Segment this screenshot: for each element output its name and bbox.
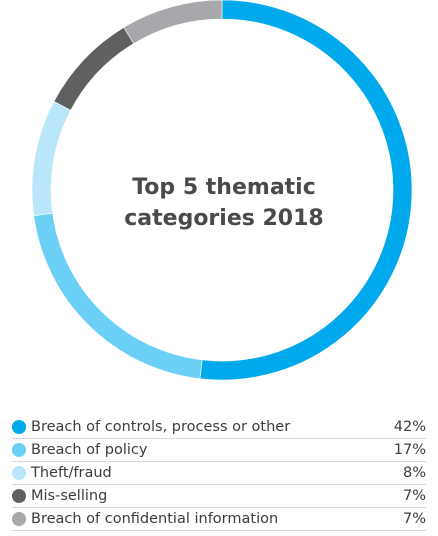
legend-swatch [12,443,26,457]
legend-value: 42% [393,419,426,435]
legend-swatch [12,512,26,526]
donut-chart: Top 5 thematic categories 2018 [31,0,413,380]
legend-divider [12,461,426,462]
legend-item: Theft/fraud 8% [0,462,438,485]
legend-value: 17% [393,442,426,458]
legend-label: Breach of policy [31,442,148,458]
legend-label: Theft/fraud [31,465,112,481]
chart-title-line-2: categories 2018 [124,206,324,231]
legend: Breach of controls, process or other 42%… [0,416,438,531]
legend-swatch [12,466,26,480]
legend-item: Mis-selling 7% [0,485,438,508]
legend-value: 8% [402,465,426,481]
legend-item: Breach of controls, process or other 42% [0,416,438,439]
donut-svg [31,0,413,380]
legend-divider [12,438,426,439]
legend-divider [12,507,426,508]
legend-divider [12,484,426,485]
donut-slice [123,0,223,45]
chart-title-line-1: Top 5 thematic [132,175,316,200]
legend-label: Breach of confidential information [31,511,279,527]
donut-slice [31,101,72,217]
legend-swatch [12,489,26,503]
donut-slice [33,212,203,380]
legend-label: Breach of controls, process or other [31,419,291,435]
donut-slice [53,26,135,111]
legend-divider [12,530,426,531]
legend-item: Breach of confidential information 7% [0,508,438,531]
legend-swatch [12,420,26,434]
legend-value: 7% [402,488,426,504]
legend-value: 7% [402,511,426,527]
chart-title: Top 5 thematic categories 2018 [100,172,348,234]
legend-label: Mis-selling [31,488,108,504]
legend-item: Breach of policy 17% [0,439,438,462]
